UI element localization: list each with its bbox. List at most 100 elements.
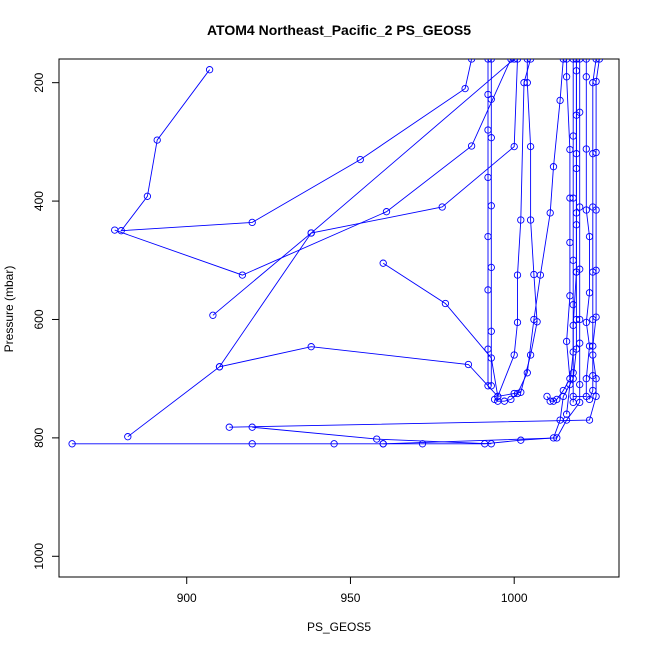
data-point bbox=[513, 59, 522, 63]
y-axis: 200 400 600 800 1000 bbox=[32, 72, 59, 570]
x-axis: 900 950 1000 bbox=[177, 577, 528, 605]
data-point bbox=[510, 59, 518, 63]
series-line-1 bbox=[120, 59, 473, 232]
data-point bbox=[111, 226, 119, 234]
data-point bbox=[585, 232, 594, 241]
data-point bbox=[209, 311, 217, 319]
series-line-8 bbox=[383, 59, 581, 445]
data-point bbox=[559, 386, 567, 395]
data-point bbox=[487, 382, 495, 390]
data-point bbox=[526, 216, 535, 224]
data-point bbox=[330, 440, 338, 448]
data-point bbox=[569, 398, 577, 407]
series-line-5 bbox=[127, 59, 532, 438]
data-point bbox=[592, 313, 600, 321]
data-point bbox=[487, 95, 495, 103]
data-point bbox=[487, 263, 495, 272]
series-line-15 bbox=[573, 59, 590, 397]
data-point bbox=[464, 360, 473, 369]
data-point bbox=[592, 148, 600, 157]
series-line-17 bbox=[572, 59, 577, 403]
data-point bbox=[585, 416, 594, 424]
data-point bbox=[582, 145, 590, 153]
data-point bbox=[124, 433, 132, 441]
data-point bbox=[589, 342, 597, 350]
data-point bbox=[576, 59, 584, 63]
data-point bbox=[523, 79, 531, 87]
data-point bbox=[582, 59, 590, 63]
y-tick-label: 600 bbox=[32, 309, 46, 329]
plot-frame bbox=[58, 58, 620, 578]
series-line-13 bbox=[494, 59, 564, 402]
data-point bbox=[215, 363, 224, 371]
data-point bbox=[523, 369, 531, 377]
data-point bbox=[356, 155, 364, 164]
data-point bbox=[467, 142, 476, 150]
data-point bbox=[566, 380, 574, 389]
plot-area bbox=[68, 59, 604, 448]
x-tick-label: 1000 bbox=[501, 591, 528, 605]
data-point bbox=[562, 337, 571, 346]
chart-title: ATOM4 Northeast_Pacific_2 PS_GEOS5 bbox=[207, 22, 471, 38]
data-point bbox=[582, 73, 590, 81]
data-point bbox=[513, 318, 522, 327]
data-point bbox=[585, 289, 594, 297]
data-point bbox=[562, 73, 571, 81]
data-point bbox=[576, 339, 584, 347]
data-point bbox=[553, 434, 561, 442]
data-point bbox=[510, 142, 518, 151]
data-point bbox=[559, 59, 567, 63]
data-point bbox=[543, 392, 551, 401]
series-line-18 bbox=[566, 59, 574, 415]
data-point bbox=[487, 202, 495, 210]
series-line-9 bbox=[229, 59, 597, 428]
data-point bbox=[546, 209, 554, 217]
data-point bbox=[569, 348, 577, 356]
data-point bbox=[592, 206, 600, 214]
data-point bbox=[438, 203, 446, 211]
data-point bbox=[592, 392, 600, 401]
series-line-2 bbox=[114, 59, 512, 276]
data-point bbox=[248, 218, 256, 227]
data-point bbox=[248, 440, 256, 448]
data-point bbox=[467, 59, 476, 63]
data-point bbox=[536, 271, 545, 279]
data-point bbox=[559, 392, 567, 401]
data-point bbox=[562, 410, 571, 418]
data-point bbox=[569, 194, 577, 202]
data-point bbox=[569, 369, 577, 377]
data-point bbox=[582, 206, 590, 214]
x-tick-label: 900 bbox=[177, 591, 197, 605]
data-point bbox=[576, 380, 584, 389]
data-point bbox=[68, 440, 76, 448]
data-point bbox=[153, 136, 161, 144]
data-point bbox=[589, 372, 597, 380]
data-point bbox=[379, 259, 387, 267]
data-point bbox=[592, 77, 600, 86]
y-axis-label: Pressure (mbar) bbox=[2, 266, 16, 353]
data-point bbox=[553, 395, 561, 404]
data-point bbox=[582, 375, 590, 383]
data-point bbox=[248, 423, 256, 431]
data-point bbox=[592, 266, 600, 274]
data-point bbox=[382, 208, 391, 216]
data-point bbox=[526, 142, 535, 151]
data-point bbox=[569, 301, 577, 309]
data-point bbox=[487, 134, 495, 142]
data-point bbox=[441, 299, 450, 308]
y-tick-label: 200 bbox=[32, 72, 46, 92]
y-tick-label: 800 bbox=[32, 428, 46, 448]
data-point bbox=[569, 132, 577, 140]
y-tick-label: 400 bbox=[32, 191, 46, 211]
data-point bbox=[526, 59, 535, 63]
data-point bbox=[379, 440, 387, 448]
data-point bbox=[225, 423, 233, 431]
series-line-4 bbox=[219, 59, 515, 368]
data-point bbox=[562, 59, 571, 63]
data-point bbox=[307, 229, 315, 237]
data-point bbox=[484, 59, 492, 63]
series-line-10 bbox=[252, 426, 492, 445]
data-point bbox=[517, 436, 525, 444]
data-point bbox=[546, 397, 554, 405]
